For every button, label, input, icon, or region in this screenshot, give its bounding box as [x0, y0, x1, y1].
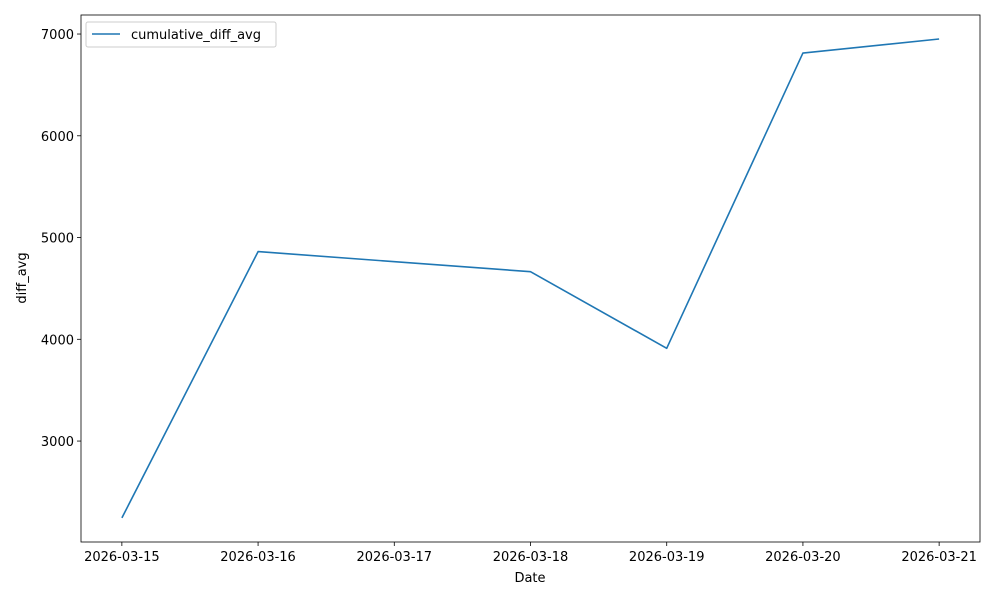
- x-tick-label: 2026-03-18: [493, 550, 569, 565]
- y-tick-label: 4000: [41, 333, 74, 348]
- y-tick-label: 7000: [41, 28, 74, 43]
- x-tick-label: 2026-03-21: [901, 550, 977, 565]
- x-axis: 2026-03-15 2026-03-16 2026-03-17 2026-03-18…: [84, 542, 977, 565]
- legend-box: [85, 21, 277, 48]
- x-axis-label: Date: [514, 571, 545, 586]
- x-tick-label: 2026-03-15: [84, 550, 160, 565]
- x-tick-label: 2026-03-17: [357, 550, 433, 565]
- y-tick-label: 3000: [41, 435, 74, 450]
- y-axis-label: diff_avg: [15, 252, 30, 303]
- y-tick-label: 5000: [41, 232, 74, 247]
- y-axis: 3000 4000 5000 6000 7000: [41, 28, 81, 450]
- x-tick-label: 2026-03-16: [220, 550, 296, 565]
- y-tick-label: 6000: [41, 130, 74, 145]
- legend-label: cumulative_diff_avg: [131, 28, 261, 43]
- plot-area: [121, 38, 940, 519]
- legend: cumulative_diff_avg: [85, 21, 277, 48]
- axes-frame: [80, 14, 981, 543]
- series-line-cumulative_diff_avg: [121, 38, 940, 519]
- x-tick-label: 2026-03-20: [765, 550, 841, 565]
- x-tick-label: 2026-03-19: [629, 550, 705, 565]
